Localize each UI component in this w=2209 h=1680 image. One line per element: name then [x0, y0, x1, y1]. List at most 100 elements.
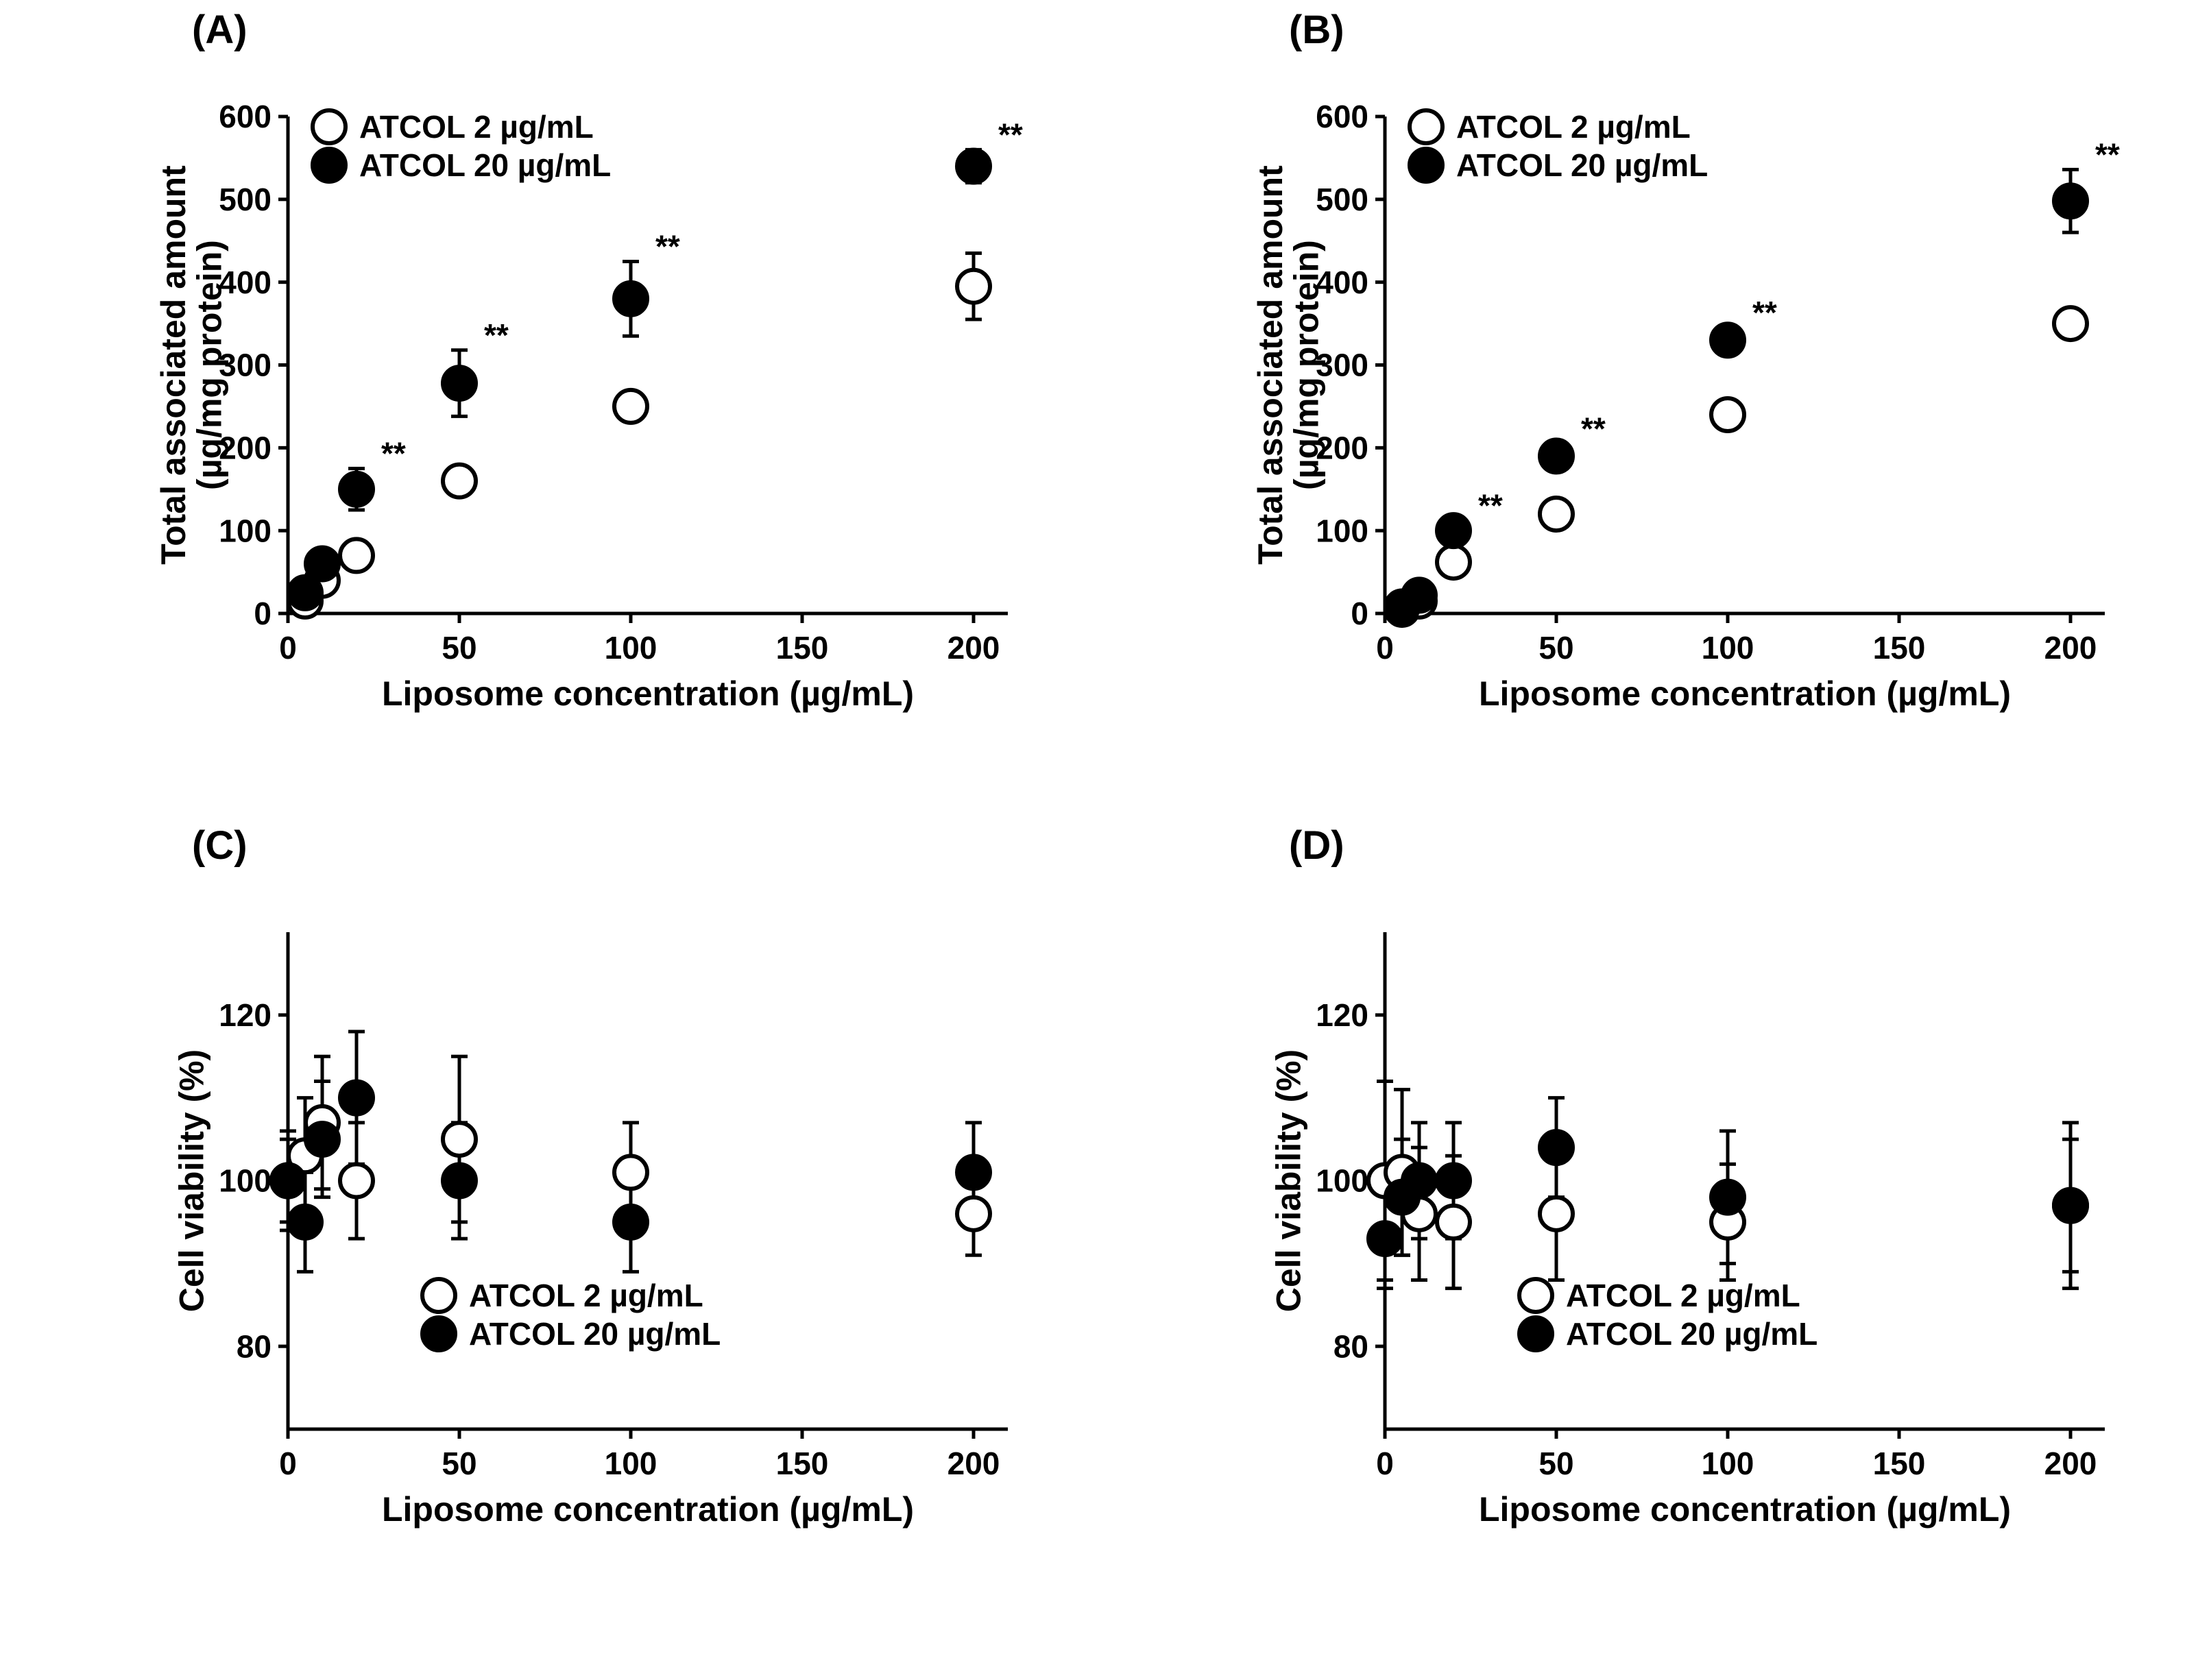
legend: ATCOL 2 µg/mLATCOL 20 µg/mL: [422, 1278, 721, 1352]
svg-text:50: 50: [442, 1446, 476, 1481]
data-point: [443, 367, 476, 400]
svg-text:120: 120: [1316, 997, 1368, 1033]
data-point: [1540, 439, 1573, 472]
svg-text:150: 150: [776, 630, 829, 666]
svg-text:Liposome concentration (µg/mL): Liposome concentration (µg/mL): [1479, 1490, 2011, 1529]
significance-marker: **: [484, 317, 509, 353]
data-point: [340, 473, 373, 506]
svg-text:150: 150: [1873, 630, 1926, 666]
data-point: [1540, 1197, 1573, 1230]
svg-text:0: 0: [1351, 596, 1368, 631]
svg-text:200: 200: [2044, 1446, 2097, 1481]
data-point: [1711, 398, 1744, 431]
svg-text:100: 100: [605, 1446, 657, 1481]
panel-label-d: (D): [1289, 823, 1344, 868]
svg-text:0: 0: [1376, 1446, 1394, 1481]
svg-text:100: 100: [1702, 1446, 1754, 1481]
svg-text:100: 100: [219, 1163, 271, 1199]
legend-item-label: ATCOL 2 µg/mL: [1456, 109, 1691, 145]
svg-text:100: 100: [1316, 1163, 1368, 1199]
svg-text:200: 200: [2044, 630, 2097, 666]
chart-panel-c: 05010015020080100120Liposome concentrati…: [151, 905, 1035, 1546]
svg-text:200: 200: [947, 1446, 1000, 1481]
svg-text:80: 80: [1333, 1328, 1368, 1364]
data-point: [340, 1165, 373, 1197]
svg-text:100: 100: [1316, 513, 1368, 548]
significance-marker: **: [998, 117, 1023, 152]
svg-text:0: 0: [1376, 630, 1394, 666]
data-point: [1368, 1222, 1401, 1255]
svg-text:600: 600: [219, 99, 271, 134]
svg-text:Total associated amount: Total associated amount: [154, 165, 193, 565]
svg-text:150: 150: [776, 1446, 829, 1481]
data-point: [2054, 307, 2087, 340]
svg-text:Cell viability (%): Cell viability (%): [172, 1049, 210, 1312]
data-point: [306, 548, 339, 581]
legend-item-label: ATCOL 2 µg/mL: [1566, 1278, 1800, 1313]
data-point: [2054, 1189, 2087, 1222]
data-point: [1437, 514, 1470, 547]
data-point: [340, 539, 373, 572]
legend: ATCOL 2 µg/mLATCOL 20 µg/mL: [1410, 109, 1708, 183]
data-point: [957, 150, 990, 183]
data-point: [1437, 546, 1470, 579]
svg-text:50: 50: [1538, 630, 1573, 666]
data-point: [443, 465, 476, 498]
data-point: [1711, 324, 1744, 356]
significance-marker: **: [1478, 488, 1503, 524]
svg-text:200: 200: [947, 630, 1000, 666]
data-point: [1403, 1165, 1436, 1197]
legend: ATCOL 2 µg/mLATCOL 20 µg/mL: [1519, 1278, 1818, 1352]
chart-panel-d: 05010015020080100120Liposome concentrati…: [1248, 905, 2132, 1546]
svg-text:100: 100: [219, 513, 271, 548]
data-point: [306, 1123, 339, 1156]
data-point: [957, 1156, 990, 1189]
data-point: [1403, 579, 1436, 611]
legend-item-label: ATCOL 20 µg/mL: [469, 1316, 721, 1352]
data-point: [443, 1165, 476, 1197]
svg-text:80: 80: [237, 1328, 271, 1364]
data-point: [1540, 498, 1573, 531]
significance-marker: **: [381, 436, 406, 472]
svg-text:50: 50: [1538, 1446, 1573, 1481]
legend-item-label: ATCOL 20 µg/mL: [1566, 1316, 1818, 1352]
chart-panel-a: 0501001502000100200300400500600Liposome …: [151, 89, 1035, 730]
svg-text:0: 0: [279, 1446, 297, 1481]
data-point: [443, 1123, 476, 1156]
svg-text:600: 600: [1316, 99, 1368, 134]
svg-text:0: 0: [254, 596, 271, 631]
svg-text:(µg/mg protein): (µg/mg protein): [191, 240, 229, 490]
svg-text:Liposome concentration (µg/mL): Liposome concentration (µg/mL): [382, 674, 914, 713]
data-point: [1437, 1165, 1470, 1197]
data-point: [957, 1197, 990, 1230]
data-point: [1540, 1131, 1573, 1164]
svg-text:50: 50: [442, 630, 476, 666]
svg-text:500: 500: [219, 182, 271, 217]
significance-marker: **: [2095, 136, 2120, 172]
legend-item-label: ATCOL 2 µg/mL: [469, 1278, 703, 1313]
significance-marker: **: [1752, 295, 1777, 330]
significance-marker: **: [655, 228, 680, 264]
svg-text:0: 0: [279, 630, 297, 666]
svg-text:100: 100: [1702, 630, 1754, 666]
data-point: [614, 1156, 647, 1189]
data-point: [614, 1206, 647, 1239]
svg-text:Cell viability (%): Cell viability (%): [1269, 1049, 1307, 1312]
data-point: [1437, 1206, 1470, 1239]
data-point: [2054, 184, 2087, 217]
svg-text:(µg/mg protein): (µg/mg protein): [1288, 240, 1326, 490]
panel-label-c: (C): [192, 823, 248, 868]
chart-panel-b: 0501001502000100200300400500600Liposome …: [1248, 89, 2132, 730]
svg-text:Total associated amount: Total associated amount: [1251, 165, 1290, 565]
svg-text:Liposome concentration (µg/mL): Liposome concentration (µg/mL): [382, 1490, 914, 1529]
legend-item-label: ATCOL 20 µg/mL: [1456, 147, 1708, 183]
panel-label-a: (A): [192, 7, 248, 53]
legend-item-label: ATCOL 20 µg/mL: [359, 147, 611, 183]
data-point: [271, 1165, 304, 1197]
svg-text:100: 100: [605, 630, 657, 666]
svg-text:500: 500: [1316, 182, 1368, 217]
significance-marker: **: [1581, 411, 1606, 446]
legend: ATCOL 2 µg/mLATCOL 20 µg/mL: [313, 109, 611, 183]
data-point: [340, 1082, 373, 1115]
data-point: [1711, 1181, 1744, 1214]
